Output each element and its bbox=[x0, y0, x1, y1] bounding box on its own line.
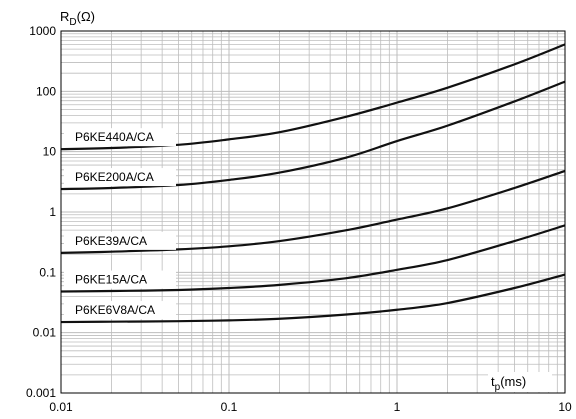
y-tick-label: 0.01 bbox=[33, 326, 57, 340]
x-axis-title-background bbox=[488, 372, 552, 392]
series-line-2 bbox=[60, 169, 566, 254]
plot-frame bbox=[60, 30, 566, 394]
series-label-3: P6KE15A/CA bbox=[75, 273, 147, 287]
x-tick-label: 1 bbox=[394, 400, 401, 414]
y-tick-label: 1 bbox=[49, 205, 56, 219]
series-line-1 bbox=[60, 80, 566, 191]
y-tick-label: 0.1 bbox=[39, 265, 56, 279]
x-axis-title: tp(ms) bbox=[491, 374, 526, 393]
series-label-0: P6KE440A/CA bbox=[75, 130, 154, 144]
series-labels: P6KE440A/CA P6KE200A/CA P6KE39A/CA P6KE15A/… bbox=[64, 128, 176, 320]
series-label-2: P6KE39A/CA bbox=[75, 234, 147, 248]
series-line-0 bbox=[60, 43, 566, 151]
x-tick-label: 0.1 bbox=[221, 400, 238, 414]
y-tick-label: 100 bbox=[36, 84, 56, 98]
x-tick-label: 10 bbox=[558, 400, 572, 414]
series-label-background bbox=[64, 168, 176, 187]
y-axis-title: RD(Ω) bbox=[60, 9, 95, 28]
y-tick-label: 1000 bbox=[29, 24, 56, 38]
grid bbox=[60, 31, 565, 394]
y-tick-labels: 1000 100 10 1 0.1 0.01 0.001 bbox=[26, 24, 56, 400]
series-line-3 bbox=[60, 224, 566, 293]
x-tick-labels: 0.01 0.1 1 10 bbox=[49, 400, 572, 414]
series-label-1: P6KE200A/CA bbox=[75, 170, 154, 184]
series-label-background bbox=[64, 128, 176, 147]
series-label-background bbox=[64, 231, 176, 250]
series-label-4: P6KE6V8A/CA bbox=[75, 303, 155, 317]
series-label-background bbox=[64, 270, 176, 289]
curves bbox=[60, 43, 566, 324]
x-tick-label: 0.01 bbox=[49, 400, 73, 414]
y-tick-label: 10 bbox=[43, 145, 57, 159]
y-tick-label: 0.001 bbox=[26, 386, 56, 400]
series-line-4 bbox=[60, 273, 566, 324]
series-label-background bbox=[64, 301, 176, 320]
